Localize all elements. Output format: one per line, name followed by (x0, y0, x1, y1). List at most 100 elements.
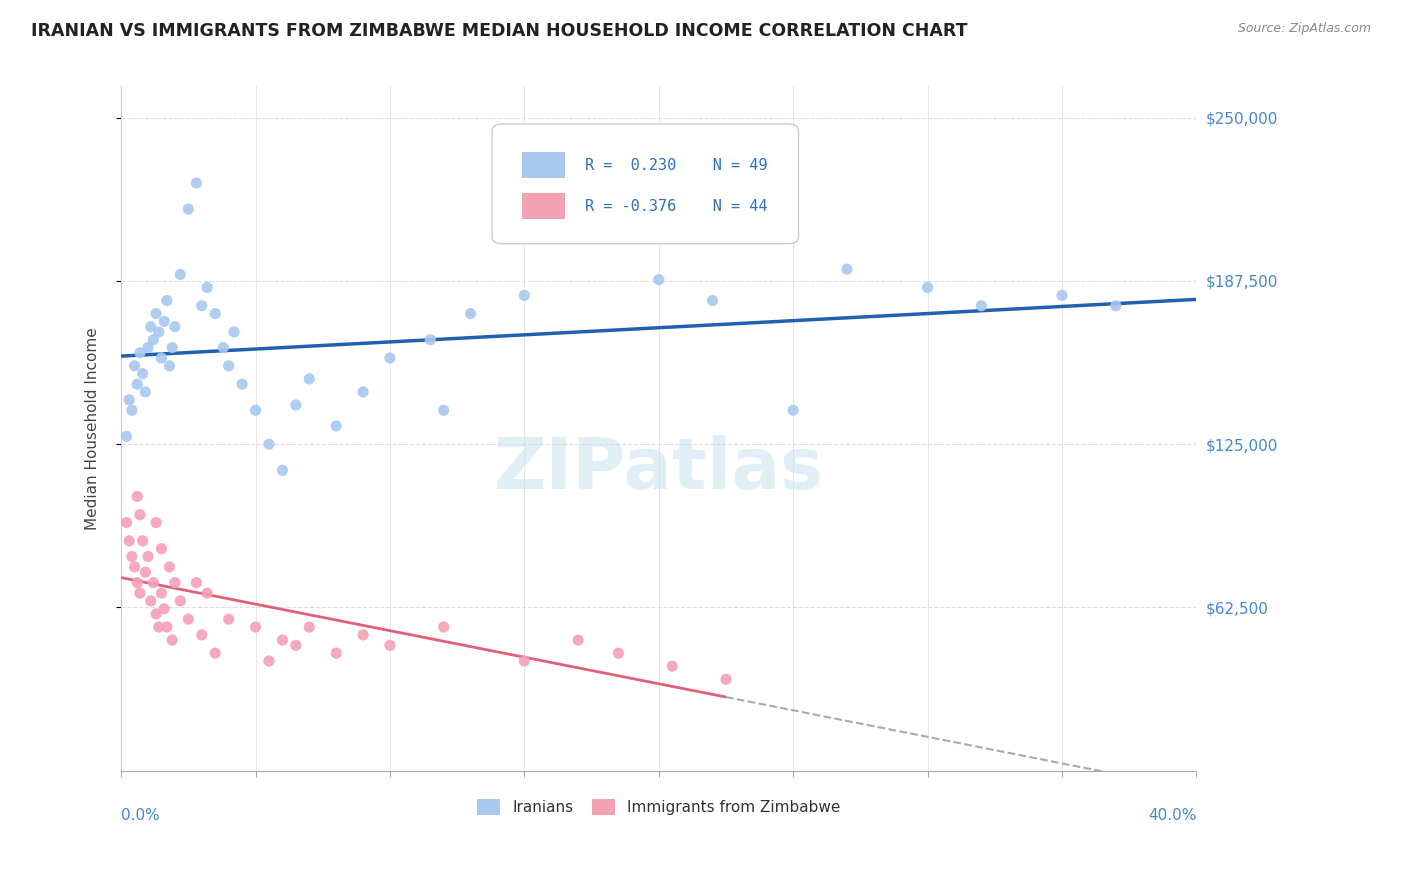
Point (139, 594, 162, 608)
Point (607, 646, 630, 660)
Point (148, 620, 170, 634)
Point (115, 516, 138, 530)
Point (257, 654, 280, 668)
Point (136, 341, 159, 355)
Point (127, 575, 149, 590)
Point (177, 202, 200, 216)
Point (121, 549, 143, 564)
Point (118, 533, 141, 548)
Point (378, 638, 401, 652)
Point (195, 280, 218, 294)
Point (145, 307, 167, 321)
Point (145, 607, 167, 621)
Point (257, 437, 280, 451)
Point (134, 565, 156, 579)
Point (121, 403, 143, 417)
Text: IRANIAN VS IMMIGRANTS FROM ZIMBABWE MEDIAN HOUSEHOLD INCOME CORRELATION CHART: IRANIAN VS IMMIGRANTS FROM ZIMBABWE MEDI… (31, 22, 967, 40)
Point (325, 646, 347, 660)
Point (1105, 299, 1128, 313)
Point (163, 575, 186, 590)
Point (163, 319, 186, 334)
Legend: Iranians, Immigrants from Zimbabwe: Iranians, Immigrants from Zimbabwe (471, 793, 846, 822)
Point (195, 586, 218, 600)
Point (433, 620, 456, 634)
Point (204, 646, 226, 660)
Point (191, 299, 214, 313)
Point (513, 654, 536, 668)
Point (325, 418, 347, 433)
Point (186, 176, 208, 190)
Point (127, 377, 149, 392)
Point (177, 612, 200, 626)
Point (156, 293, 179, 308)
Point (352, 628, 374, 642)
Y-axis label: Median Household Income: Median Household Income (86, 327, 100, 530)
Point (129, 345, 152, 359)
Point (513, 288, 536, 302)
Point (714, 673, 737, 687)
Point (378, 351, 401, 365)
Point (159, 560, 181, 574)
Text: 0.0%: 0.0% (121, 808, 160, 823)
Point (298, 620, 321, 634)
Point (245, 403, 267, 417)
Point (648, 273, 671, 287)
Point (150, 541, 173, 556)
Point (245, 620, 267, 634)
FancyBboxPatch shape (522, 193, 565, 219)
Text: Source: ZipAtlas.com: Source: ZipAtlas.com (1237, 22, 1371, 36)
Point (150, 351, 173, 365)
Point (153, 601, 176, 615)
Point (159, 359, 181, 373)
Point (782, 403, 804, 417)
Point (160, 341, 183, 355)
Point (115, 429, 138, 443)
Point (212, 341, 235, 355)
Point (460, 307, 482, 321)
Point (271, 633, 294, 648)
Point (142, 575, 165, 590)
Point (298, 372, 321, 386)
Point (156, 620, 179, 634)
Point (218, 359, 240, 373)
Point (160, 633, 183, 648)
Point (150, 586, 173, 600)
Point (169, 594, 191, 608)
Point (917, 280, 939, 294)
Point (1050, 288, 1073, 302)
Text: R = -0.376    N = 44: R = -0.376 N = 44 (585, 199, 768, 213)
Point (129, 508, 152, 522)
Point (145, 516, 167, 530)
Point (136, 549, 159, 564)
Text: 40.0%: 40.0% (1149, 808, 1197, 823)
Point (231, 377, 253, 392)
Point (661, 659, 683, 673)
Point (204, 307, 226, 321)
Point (271, 463, 294, 477)
Point (129, 586, 152, 600)
Point (131, 533, 153, 548)
Point (148, 325, 170, 339)
Point (218, 612, 240, 626)
Point (186, 575, 208, 590)
Point (124, 560, 146, 574)
Point (222, 325, 245, 339)
Point (284, 638, 307, 652)
Point (124, 359, 146, 373)
Point (419, 333, 441, 347)
Point (118, 392, 141, 407)
Point (835, 262, 858, 277)
Point (702, 293, 724, 308)
FancyBboxPatch shape (522, 152, 565, 178)
Point (433, 403, 456, 417)
Point (284, 398, 307, 412)
Point (970, 299, 993, 313)
Point (134, 384, 156, 399)
Point (567, 633, 589, 648)
FancyBboxPatch shape (492, 124, 799, 244)
Point (191, 628, 214, 642)
Point (352, 384, 374, 399)
Point (139, 319, 162, 334)
Point (131, 367, 153, 381)
Point (142, 333, 165, 347)
